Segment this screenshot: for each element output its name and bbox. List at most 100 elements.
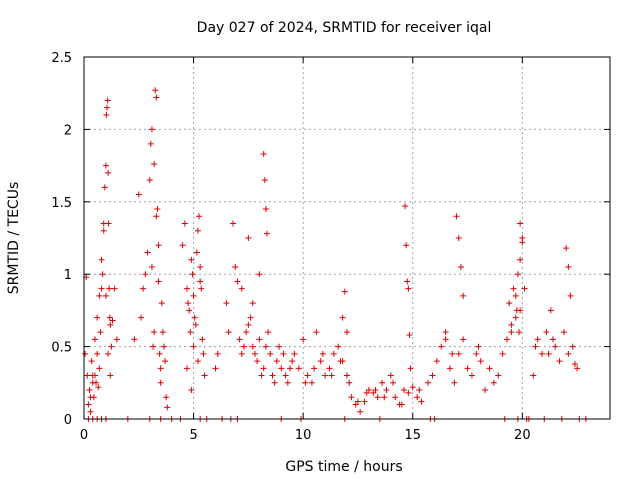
data-point (146, 177, 153, 184)
data-point (565, 350, 572, 357)
data-point (91, 336, 98, 343)
data-point (328, 372, 335, 379)
data-point (284, 379, 291, 386)
grid-lines (84, 57, 610, 419)
data-point (99, 271, 106, 278)
data-point (300, 336, 307, 343)
y-tick-label: 0 (64, 413, 72, 428)
data-point (387, 372, 394, 379)
data-point (85, 401, 92, 408)
data-point (276, 343, 283, 350)
data-point (390, 379, 397, 386)
data-point (148, 263, 155, 270)
data-point (155, 242, 162, 249)
data-point (87, 408, 94, 415)
data-point (107, 321, 114, 328)
chart-title: Day 027 of 2024, SRMTID for receiver iqa… (197, 20, 492, 36)
data-point (105, 169, 112, 176)
data-point (192, 321, 199, 328)
data-point (346, 379, 353, 386)
data-point (262, 343, 269, 350)
data-point (245, 321, 252, 328)
data-point (179, 242, 186, 249)
data-point (247, 314, 254, 321)
data-point (335, 343, 342, 350)
data-point (245, 235, 252, 241)
data-point (512, 292, 519, 299)
x-tick-labels: 0 5 10 15 20 (80, 428, 531, 443)
data-point (429, 372, 436, 379)
data-point (223, 300, 230, 307)
data-point (238, 350, 245, 357)
data-point (107, 372, 114, 379)
data-point (311, 365, 318, 372)
data-point (508, 329, 515, 336)
data-point (230, 220, 237, 227)
plot-frame (83, 56, 611, 420)
data-point (449, 350, 456, 357)
data-point (232, 263, 239, 270)
data-point (152, 87, 159, 94)
data-point (95, 384, 102, 391)
data-point (453, 213, 460, 220)
data-point (354, 398, 361, 405)
y-axis-label: SRMTID / TECUs (6, 182, 22, 295)
data-point (392, 394, 399, 401)
data-point (271, 379, 278, 386)
data-point (418, 398, 425, 405)
data-point (144, 249, 151, 256)
data-point (560, 329, 567, 336)
data-point (406, 332, 413, 339)
data-point (404, 278, 411, 285)
data-point (565, 263, 572, 270)
data-point (261, 177, 268, 184)
data-point (197, 263, 204, 270)
data-point (190, 292, 197, 299)
data-point (265, 329, 272, 336)
data-point (344, 372, 350, 379)
data-point (539, 350, 546, 357)
data-point (264, 230, 271, 237)
data-point (510, 285, 517, 292)
data-point (433, 358, 440, 365)
data-point (383, 387, 390, 394)
data-point (159, 329, 166, 336)
data-point (147, 140, 154, 147)
data-point (414, 394, 421, 401)
data-point (102, 292, 109, 299)
data-point (550, 336, 557, 343)
data-point (317, 358, 324, 365)
data-point (282, 372, 289, 379)
data-point (405, 389, 412, 396)
data-point (357, 408, 364, 415)
data-point (530, 372, 537, 379)
data-point (156, 350, 163, 357)
data-point (267, 350, 274, 357)
data-point (181, 220, 188, 227)
data-point (106, 285, 113, 292)
data-point (460, 336, 467, 343)
data-point (100, 227, 107, 234)
data-point (308, 379, 315, 386)
data-point (93, 379, 100, 386)
data-point (569, 343, 576, 350)
data-point (475, 343, 482, 350)
x-tick-label: 0 (80, 428, 88, 443)
data-point (105, 350, 112, 357)
data-point (103, 111, 110, 118)
data-point (96, 365, 103, 372)
data-point (184, 365, 191, 372)
data-point (135, 191, 142, 198)
data-point (106, 314, 113, 321)
data-point (84, 372, 91, 379)
data-point (194, 358, 201, 365)
data-point (186, 307, 193, 314)
data-point (425, 379, 432, 386)
data-points (82, 87, 589, 422)
data-point (150, 343, 157, 350)
data-point (234, 278, 241, 285)
data-point (451, 379, 458, 386)
data-point (273, 358, 280, 365)
data-point (131, 336, 138, 343)
data-point (455, 235, 462, 241)
